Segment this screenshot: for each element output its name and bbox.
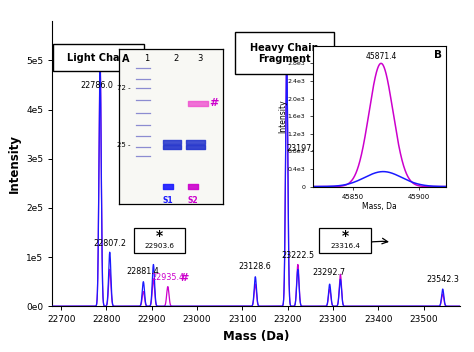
Text: 23128.6: 23128.6 [239, 262, 272, 271]
Text: 45871.4: 45871.4 [365, 52, 397, 61]
X-axis label: Mass (Da): Mass (Da) [223, 330, 289, 343]
Text: *: * [342, 229, 349, 243]
Text: 22786.0: 22786.0 [81, 81, 113, 90]
Text: #: # [209, 99, 219, 108]
Text: 25 -: 25 - [118, 142, 131, 148]
Text: A: A [122, 54, 130, 64]
Text: 2: 2 [173, 54, 178, 63]
FancyBboxPatch shape [54, 44, 144, 71]
Text: 22903.6: 22903.6 [145, 243, 174, 249]
Text: 22881.4: 22881.4 [127, 267, 160, 276]
Text: 22935.4: 22935.4 [151, 273, 184, 282]
Text: Heavy Chain
Fragment: Heavy Chain Fragment [250, 43, 319, 64]
FancyBboxPatch shape [235, 32, 334, 74]
Text: 23292.7: 23292.7 [313, 268, 346, 277]
FancyBboxPatch shape [134, 228, 185, 253]
Text: *: * [156, 229, 163, 243]
FancyBboxPatch shape [319, 228, 371, 253]
Text: 22785.9: 22785.9 [83, 46, 117, 56]
Text: 3: 3 [198, 54, 203, 63]
Text: 72 -: 72 - [117, 85, 131, 91]
Text: S2: S2 [188, 196, 198, 205]
Y-axis label: Intensity: Intensity [278, 99, 287, 133]
Text: S1: S1 [163, 196, 173, 205]
Text: 22807.2: 22807.2 [94, 239, 127, 248]
Text: B: B [434, 50, 442, 60]
Text: Light Chain: Light Chain [67, 53, 130, 63]
Text: 23316.4: 23316.4 [330, 243, 360, 249]
Text: 23197.8: 23197.8 [287, 144, 319, 153]
Y-axis label: Intensity: Intensity [8, 134, 20, 193]
Text: 23197.8: 23197.8 [271, 44, 304, 53]
Text: 1: 1 [145, 54, 150, 63]
Text: 23542.3: 23542.3 [426, 275, 459, 284]
Text: #: # [179, 273, 188, 283]
X-axis label: Mass, Da: Mass, Da [362, 202, 397, 210]
Text: 23222.5: 23222.5 [281, 251, 314, 259]
